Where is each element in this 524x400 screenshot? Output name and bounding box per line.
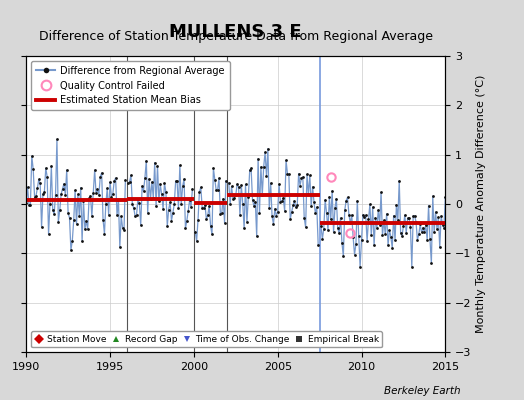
- Text: Difference of Station Temperature Data from Regional Average: Difference of Station Temperature Data f…: [39, 30, 433, 43]
- Y-axis label: Monthly Temperature Anomaly Difference (°C): Monthly Temperature Anomaly Difference (…: [476, 75, 486, 333]
- Title: MULLENS 3 E: MULLENS 3 E: [169, 22, 302, 40]
- Legend: Station Move, Record Gap, Time of Obs. Change, Empirical Break: Station Move, Record Gap, Time of Obs. C…: [31, 331, 382, 348]
- Text: Berkeley Earth: Berkeley Earth: [385, 386, 461, 396]
